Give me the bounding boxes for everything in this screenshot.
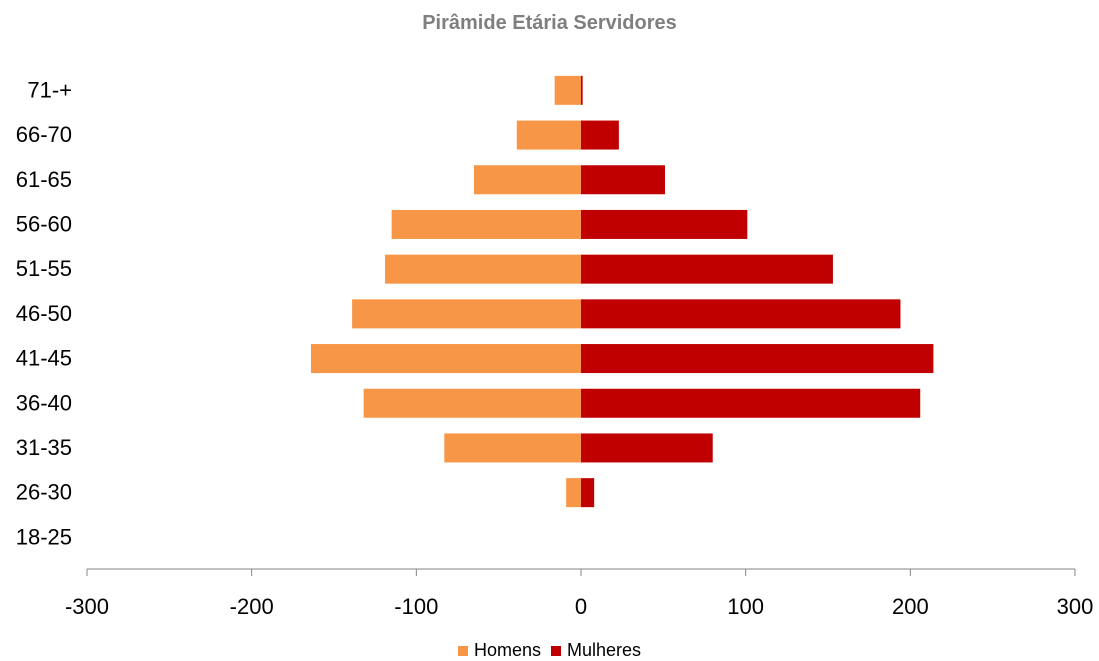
category-label: 41-45 (16, 346, 72, 371)
x-axis: -300 -200 -100 0 100 200 300 (65, 568, 1094, 619)
legend-swatch-homens (457, 645, 468, 656)
x-tick-label: 300 (1057, 594, 1094, 619)
legend-label-homens: Homens (473, 640, 541, 660)
legend-swatch-mulheres (551, 645, 561, 656)
bar-homens (352, 299, 581, 329)
legend-label-mulheres: Mulheres (567, 640, 642, 660)
category-labels: 71-+ 66-70 61-65 56-60 51-55 46-50 41-45 36-40 3… (16, 77, 72, 549)
bar-homens (363, 388, 581, 418)
category-label: 71-+ (27, 77, 72, 102)
x-tick-label: -200 (230, 594, 274, 619)
category-label: 26-30 (16, 480, 72, 505)
bar-homens (444, 433, 581, 463)
x-tick-label: 100 (727, 594, 764, 619)
category-label: 36-40 (16, 390, 72, 415)
bar-mulheres (581, 344, 934, 374)
category-label: 66-70 (16, 122, 72, 147)
bar-mulheres (581, 254, 833, 284)
bar-mulheres (581, 75, 583, 105)
legend-item-homens: Homens (457, 640, 541, 661)
bar-mulheres (581, 433, 713, 463)
category-label: 31-35 (16, 435, 72, 460)
bar-homens (310, 344, 581, 374)
x-tick-label: 0 (575, 594, 587, 619)
category-label: 56-60 (16, 211, 72, 236)
x-tick-label: -300 (65, 594, 109, 619)
bar-homens (554, 75, 581, 105)
category-label: 51-55 (16, 256, 72, 281)
bar-homens (473, 165, 581, 195)
bar-mulheres (581, 120, 619, 150)
bar-mulheres (581, 299, 901, 329)
category-label: 61-65 (16, 167, 72, 192)
bar-mulheres (581, 209, 748, 239)
bar-homens (516, 120, 581, 150)
x-tick-label: 200 (892, 594, 929, 619)
legend-item-mulheres: Mulheres (551, 640, 641, 661)
legend: Homens Mulheres (0, 640, 1099, 661)
bar-homens (391, 209, 581, 239)
category-label: 46-50 (16, 301, 72, 326)
bar-mulheres (581, 165, 665, 195)
bar-mulheres (581, 388, 921, 418)
bar-mulheres (581, 478, 595, 508)
x-tick-label: -100 (394, 594, 438, 619)
bar-homens (385, 254, 581, 284)
category-label: 18-25 (16, 524, 72, 549)
bar-homens (566, 478, 581, 508)
bars-group (310, 75, 934, 508)
chart-title: Pirâmide Etária Servidores (422, 12, 677, 34)
